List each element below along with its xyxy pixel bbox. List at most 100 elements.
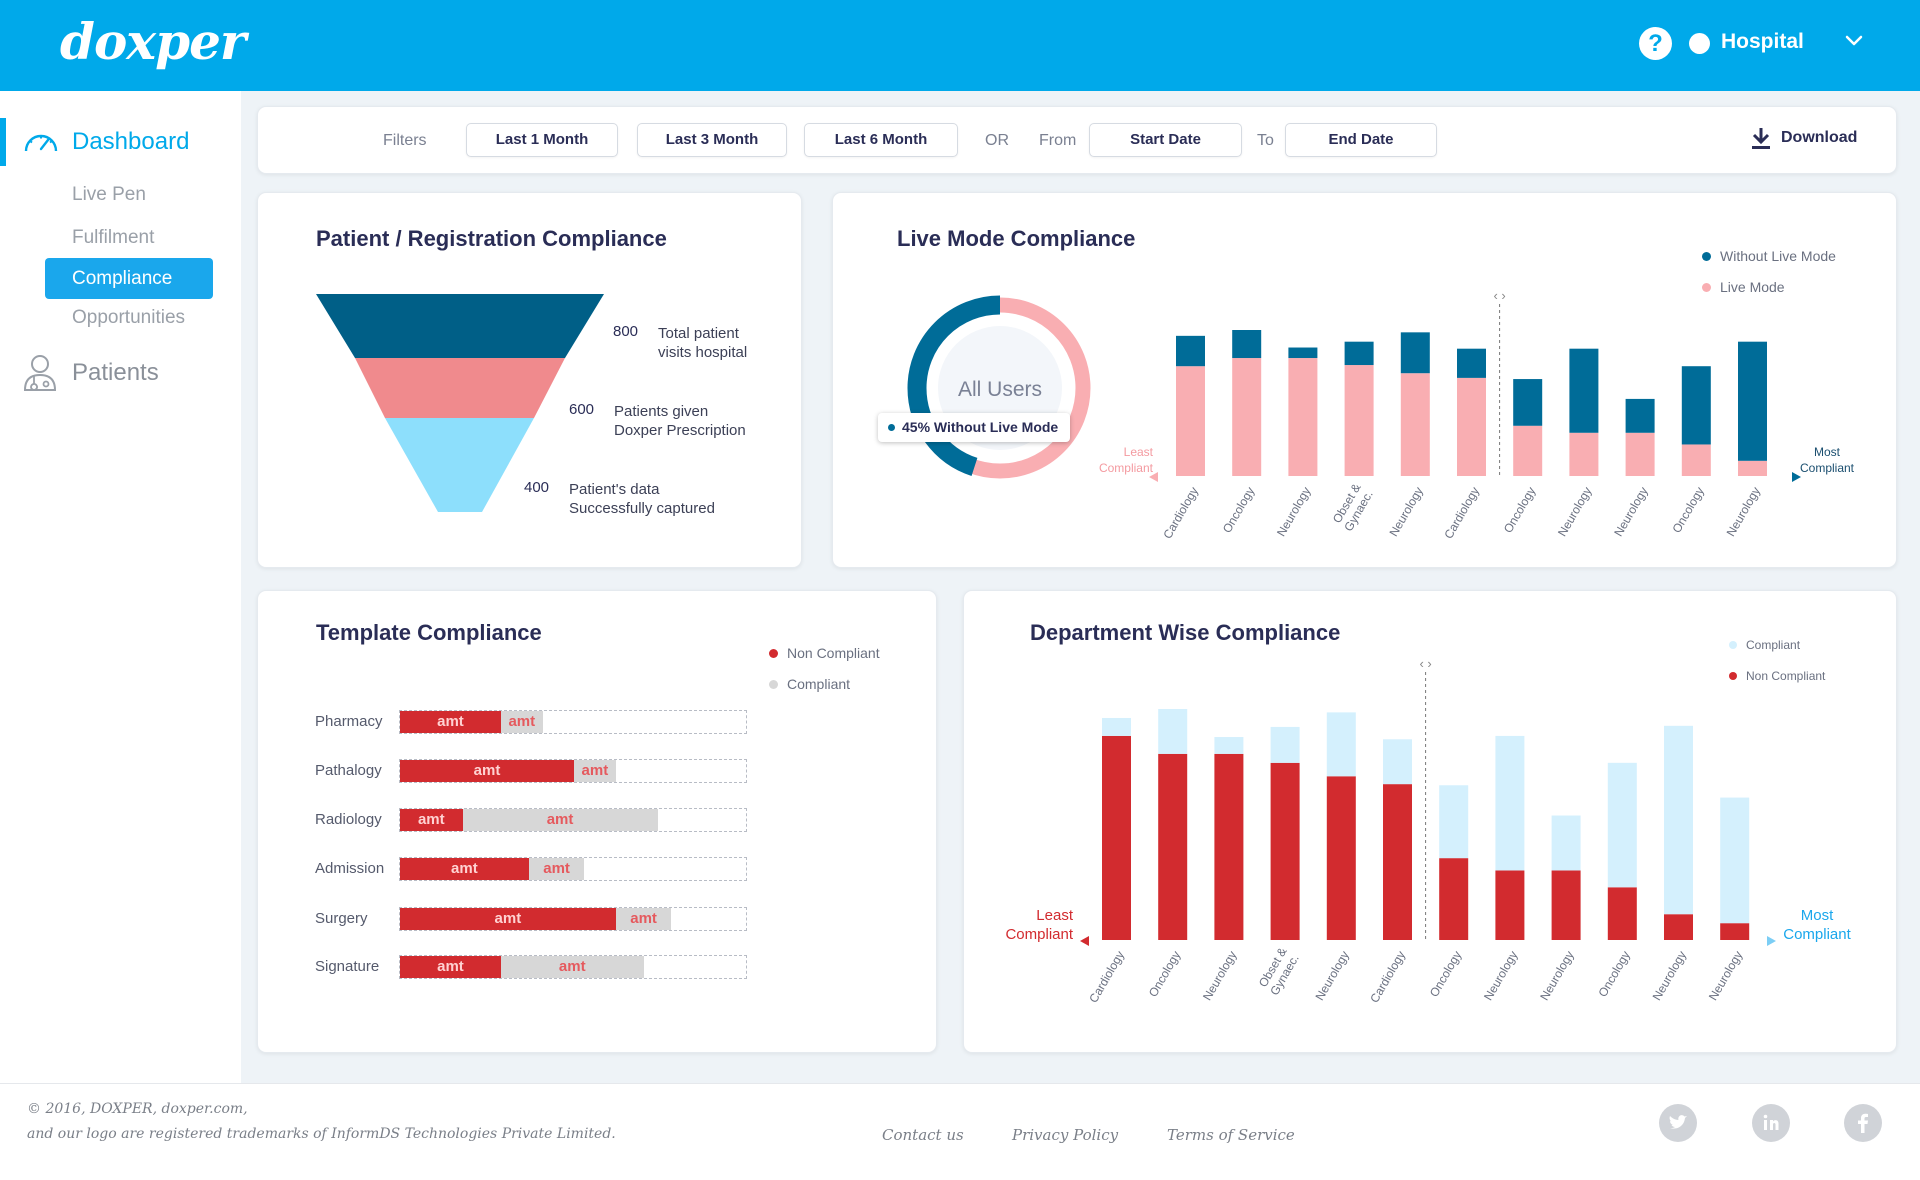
live-mode-bar-without bbox=[1344, 341, 1374, 366]
funnel-segment-2 bbox=[355, 358, 565, 418]
legend-dot-dept-non-compliant bbox=[1729, 672, 1737, 680]
live-mode-bar-live bbox=[1738, 460, 1767, 476]
sidebar-item-compliance[interactable]: Compliance bbox=[45, 258, 213, 299]
funnel-label-3-line2: Successfully captured bbox=[569, 500, 715, 517]
live-mode-most-label: Most Compliant bbox=[1800, 445, 1855, 475]
live-mode-category-label: Neurology bbox=[1386, 485, 1425, 539]
department-category-label: Cardiology bbox=[1086, 949, 1127, 1006]
sidebar-item-fulfilment[interactable]: Fulfilment bbox=[72, 227, 155, 248]
privacy-policy-link[interactable]: Privacy Policy bbox=[1012, 1126, 1119, 1144]
download-icon bbox=[1752, 128, 1770, 149]
template-bar-noncompliant: amt bbox=[400, 711, 501, 733]
department-bar-noncompliant bbox=[1551, 870, 1581, 940]
legend-dot-compliant bbox=[769, 679, 778, 689]
live-mode-bar-live bbox=[1681, 444, 1711, 476]
hospital-avatar bbox=[1689, 33, 1710, 54]
template-bar-track: amt amt bbox=[399, 710, 747, 734]
live-mode-bar-live bbox=[1344, 365, 1374, 476]
twitter-icon[interactable] bbox=[1659, 1104, 1697, 1142]
terms-of-service-link[interactable]: Terms of Service bbox=[1167, 1126, 1295, 1144]
funnel-value-1: 800 bbox=[613, 323, 639, 340]
template-bar-noncompliant: amt bbox=[400, 858, 529, 880]
funnel-label-1-line1: Total patient bbox=[658, 325, 739, 342]
template-bar-compliant: amt bbox=[462, 809, 658, 831]
donut-without-arc bbox=[907, 295, 1093, 481]
live-mode-bar-live bbox=[1513, 425, 1543, 476]
department-category-label: Oncology bbox=[1427, 949, 1464, 1000]
end-date-input[interactable]: End Date bbox=[1285, 123, 1437, 157]
template-category-label: Signature bbox=[315, 958, 380, 975]
department-axis-left-arrow bbox=[1080, 936, 1089, 946]
copyright-line1: © 2016, DOXPER, doxper.com, bbox=[27, 1101, 248, 1117]
start-date-input[interactable]: Start Date bbox=[1089, 123, 1242, 157]
chevron-down-icon[interactable] bbox=[1843, 30, 1865, 52]
live-mode-divider-handle[interactable]: ‹ › bbox=[1493, 290, 1505, 303]
donut-badge-dot bbox=[888, 424, 895, 431]
department-most-label: Most Compliant bbox=[1783, 907, 1851, 943]
donut-center-label: All Users bbox=[958, 378, 1043, 401]
department-bar-noncompliant bbox=[1495, 870, 1525, 940]
sidebar-item-opportunities[interactable]: Opportunities bbox=[72, 307, 186, 328]
live-mode-category-label: Obset &Gynaec. bbox=[1329, 481, 1376, 534]
donut-badge: 45% Without Live Mode bbox=[878, 413, 1071, 442]
live-mode-bar-without bbox=[1457, 348, 1486, 378]
live-mode-bar-without bbox=[1569, 348, 1599, 433]
live-mode-bar-without bbox=[1288, 347, 1318, 359]
template-bar-compliant: amt bbox=[574, 760, 616, 782]
department-bar-noncompliant bbox=[1270, 762, 1300, 940]
legend-dept-non-compliant: Non Compliant bbox=[1729, 669, 1825, 683]
legend-live-mode: Live Mode bbox=[1702, 279, 1785, 295]
department-bar-noncompliant bbox=[1214, 753, 1244, 940]
filters-label: Filters bbox=[383, 132, 427, 149]
sidebar-item-live-pen[interactable]: Live Pen bbox=[72, 184, 146, 205]
template-bar-compliant: amt bbox=[615, 908, 672, 930]
sidebar-patients-label: Patients bbox=[72, 359, 159, 386]
linkedin-icon[interactable] bbox=[1752, 1104, 1790, 1142]
funnel-label-1-line2: visits hospital bbox=[658, 344, 748, 361]
department-bar-compliant bbox=[1383, 739, 1412, 785]
live-mode-category-label: Neurology bbox=[1274, 485, 1313, 539]
download-button[interactable]: Download bbox=[1750, 126, 1857, 150]
last-1-month-button[interactable]: Last 1 Month bbox=[466, 123, 618, 157]
funnel-value-3: 400 bbox=[524, 479, 550, 496]
last-3-month-button[interactable]: Last 3 Month bbox=[637, 123, 787, 157]
department-bar-compliant bbox=[1551, 815, 1581, 871]
live-mode-bar-live bbox=[1288, 358, 1318, 476]
live-mode-bar-without bbox=[1232, 330, 1262, 359]
live-mode-axis-right-arrow bbox=[1792, 472, 1801, 482]
legend-compliant-label: Compliant bbox=[787, 676, 851, 692]
template-category-label: Pharmacy bbox=[315, 713, 383, 730]
funnel-label-2: Patients given Doxper Prescription bbox=[614, 402, 746, 440]
funnel-chart bbox=[316, 294, 604, 512]
legend-without-live-mode: Without Live Mode bbox=[1702, 248, 1836, 264]
department-least-label: Least Compliant bbox=[1005, 907, 1073, 943]
department-divider-handle[interactable]: ‹ › bbox=[1419, 660, 1431, 671]
department-axis-right-arrow bbox=[1767, 936, 1776, 946]
contact-us-link[interactable]: Contact us bbox=[882, 1126, 964, 1144]
template-category-label: Admission bbox=[315, 860, 385, 877]
template-bar-compliant: amt bbox=[500, 711, 543, 733]
help-icon[interactable]: ? bbox=[1639, 27, 1672, 60]
live-mode-bar-without bbox=[1681, 366, 1711, 445]
department-bar-noncompliant bbox=[1664, 914, 1693, 940]
funnel-label-2-line2: Doxper Prescription bbox=[614, 422, 746, 439]
sidebar-item-patients[interactable]: Patients bbox=[22, 353, 159, 393]
department-category-label: Neurology bbox=[1706, 949, 1745, 1003]
facebook-icon[interactable] bbox=[1844, 1104, 1882, 1142]
hospital-label[interactable]: Hospital bbox=[1721, 30, 1804, 53]
department-category-label: Oncology bbox=[1595, 949, 1632, 1000]
sidebar-item-dashboard[interactable]: Dashboard bbox=[22, 127, 189, 157]
funnel-value-2: 600 bbox=[569, 401, 595, 418]
doxper-logo[interactable]: doxper bbox=[60, 12, 246, 71]
department-title: Department Wise Compliance bbox=[1030, 620, 1341, 645]
live-mode-axis-left-arrow bbox=[1149, 472, 1158, 482]
department-category-label: Neurology bbox=[1650, 949, 1689, 1003]
funnel-label-3-line1: Patient's data bbox=[569, 481, 660, 498]
template-bar-compliant: amt bbox=[500, 956, 644, 978]
funnel-label-1: Total patient visits hospital bbox=[658, 324, 747, 362]
funnel-title: Patient / Registration Compliance bbox=[316, 226, 667, 251]
template-bar-noncompliant: amt bbox=[400, 908, 616, 930]
top-header: doxper ? Hospital bbox=[0, 0, 1920, 91]
last-6-month-button[interactable]: Last 6 Month bbox=[804, 123, 958, 157]
funnel-segment-1 bbox=[316, 294, 604, 358]
